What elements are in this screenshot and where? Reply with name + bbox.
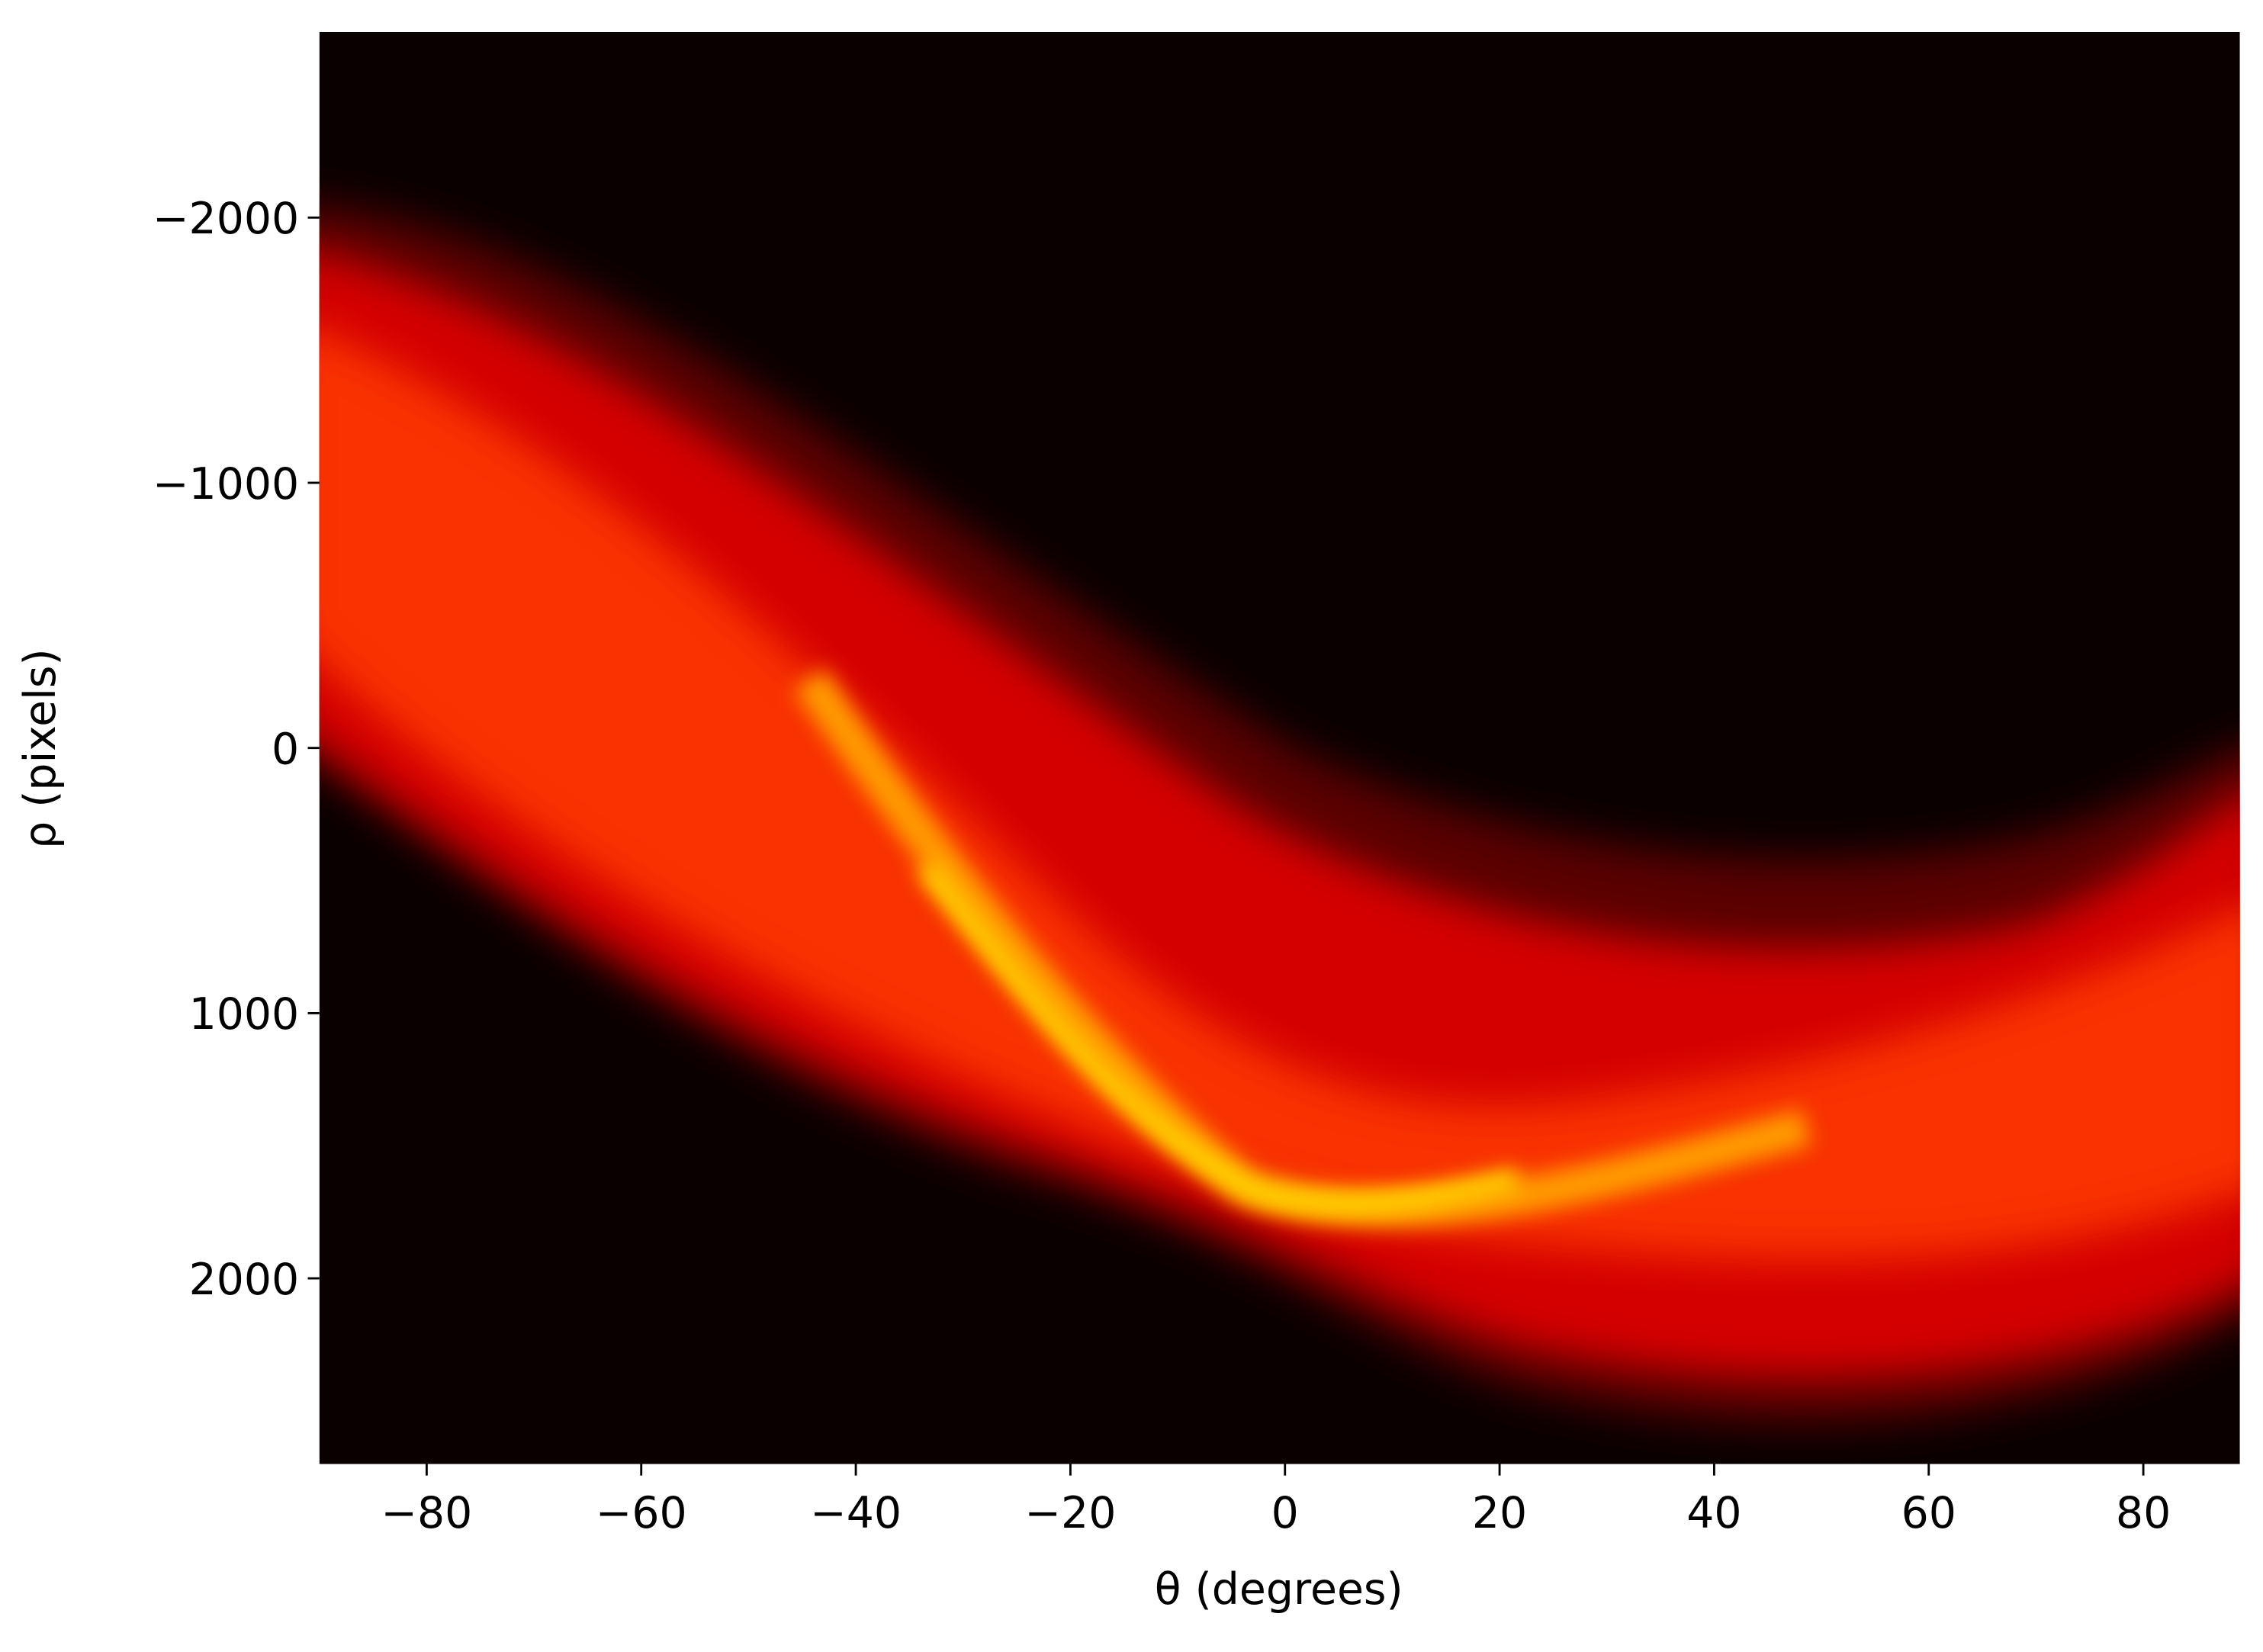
x-tick-label: 60 xyxy=(1901,1488,1956,1538)
x-tick-label: −40 xyxy=(810,1488,902,1538)
heatmap-peak xyxy=(917,860,1520,1213)
y-tick-label: 0 xyxy=(272,725,299,775)
y-tick-label: 2000 xyxy=(189,1255,300,1305)
x-tick-label: −20 xyxy=(1024,1488,1116,1538)
x-axis-label: θ (degrees) xyxy=(1155,1564,1403,1615)
y-tick-label: 1000 xyxy=(189,989,300,1040)
x-tick-label: −60 xyxy=(596,1488,687,1538)
x-tick-label: 0 xyxy=(1271,1488,1299,1538)
y-axis-label: ρ (pixels) xyxy=(15,648,66,849)
x-tick-label: 40 xyxy=(1686,1488,1741,1538)
heatmap-bright-band xyxy=(319,330,2240,1261)
x-tick-label: 20 xyxy=(1472,1488,1527,1538)
x-tick-label: 80 xyxy=(2116,1488,2171,1538)
heatmap-image xyxy=(319,31,2240,1464)
y-tick-label: −1000 xyxy=(153,459,299,509)
x-tick-label: −80 xyxy=(381,1488,472,1538)
y-tick-label: −2000 xyxy=(153,194,299,244)
